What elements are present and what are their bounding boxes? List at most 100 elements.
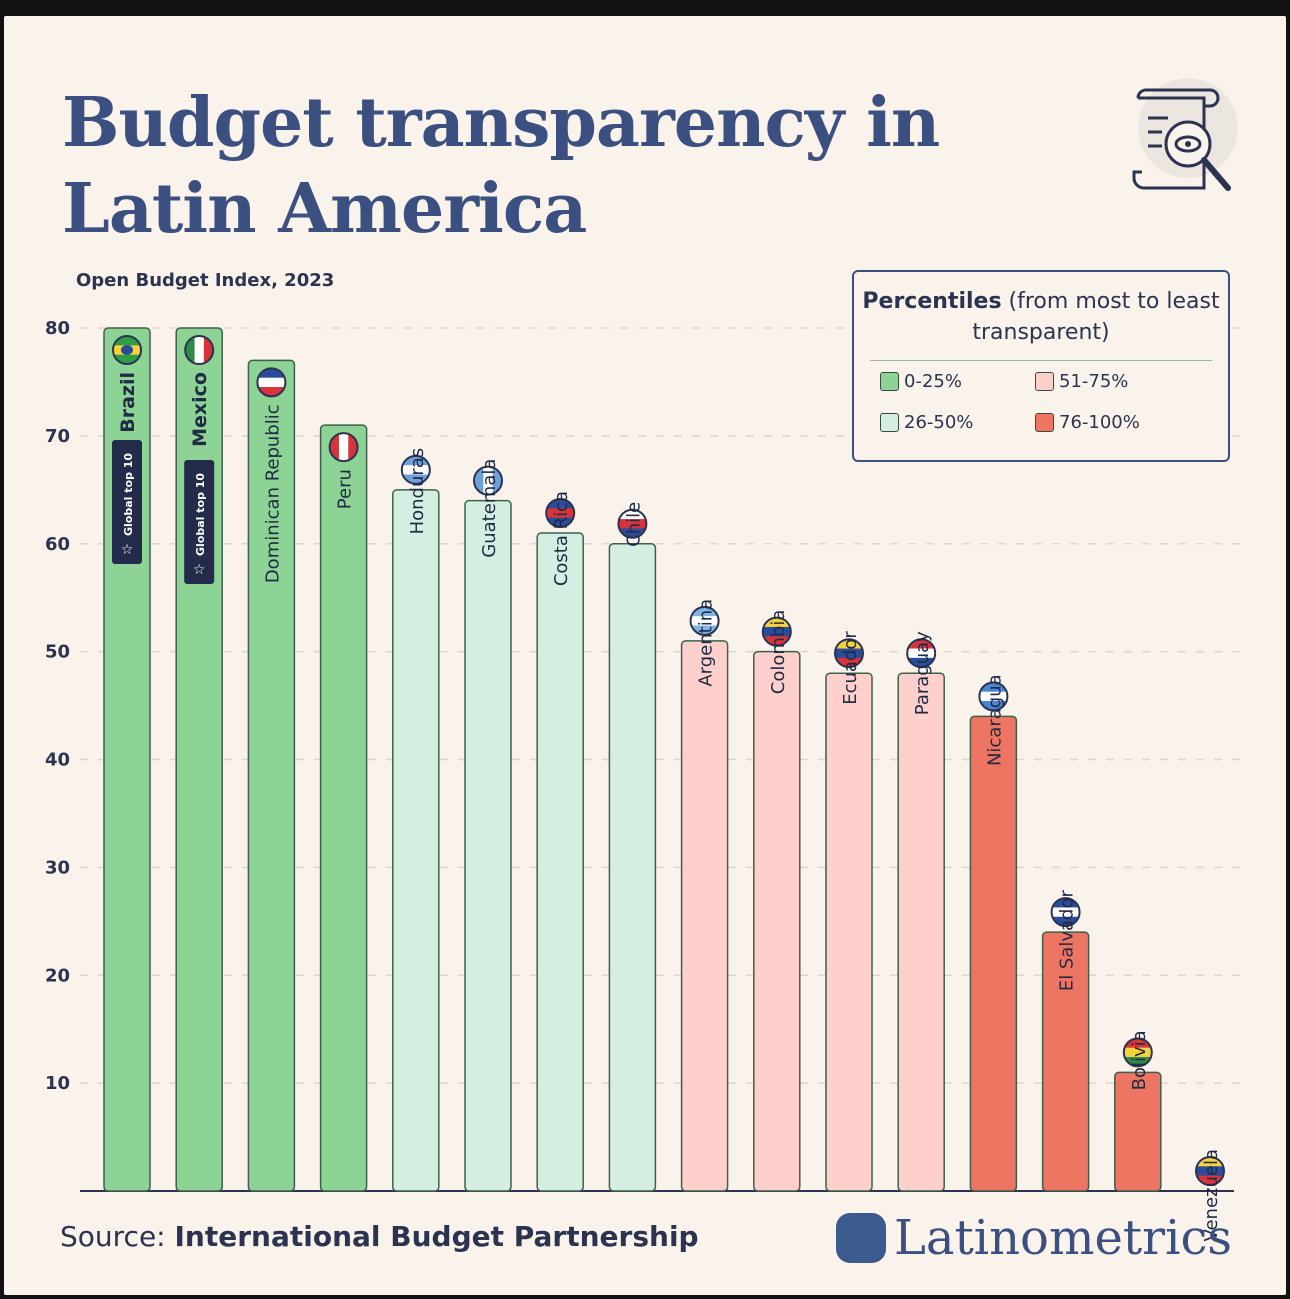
- flag-stripe: [257, 387, 286, 397]
- country-label: Brazil: [117, 372, 139, 433]
- flag-stripe: [1196, 1166, 1224, 1177]
- country-label: Venezuela: [1201, 1149, 1222, 1241]
- y-tick-label: 60: [45, 534, 70, 555]
- flag-stripe: [113, 354, 141, 364]
- country-label: Argentina: [696, 599, 717, 687]
- flag-icon: [617, 508, 648, 539]
- flag-stripe: [203, 336, 214, 364]
- flag-border: [1122, 1037, 1153, 1068]
- country-label: Ecuador: [840, 631, 861, 705]
- flag-icon: [184, 335, 215, 365]
- flag-stripe: [835, 639, 863, 650]
- flag-stripe: [618, 509, 647, 520]
- flag-border: [978, 681, 1009, 712]
- bar-honduras: [392, 489, 440, 1192]
- flag-stripe: [835, 648, 863, 659]
- flag-stripe: [546, 517, 575, 527]
- flag-stripe: [1051, 916, 1080, 927]
- bar-el-salvador: [1041, 931, 1090, 1192]
- bar-ecuador: [825, 672, 873, 1192]
- bar-chile: [608, 543, 657, 1192]
- flag-border: [1050, 897, 1081, 928]
- flag-border: [400, 454, 431, 485]
- flag-border: [761, 616, 792, 647]
- flag-stripe: [762, 617, 791, 628]
- flag-stripe: [762, 626, 791, 637]
- legend-item: 51-75%: [1035, 371, 1195, 392]
- flag-icon: [1195, 1156, 1225, 1186]
- source-label: Source:: [60, 1220, 166, 1253]
- chart-subtitle: Open Budget Index, 2023: [76, 270, 335, 291]
- y-tick-label: 30: [45, 857, 70, 878]
- badge-label: Global top 10: [122, 453, 135, 536]
- flag-stripe: [401, 455, 430, 466]
- country-label: Costa Rica: [551, 491, 572, 586]
- y-tick-label: 10: [45, 1073, 70, 1094]
- flag-border: [112, 335, 142, 365]
- bar-nicaragua: [969, 715, 1018, 1192]
- flag-icon: [761, 616, 792, 647]
- flag-icon: [978, 681, 1009, 712]
- legend-swatch: [1035, 413, 1054, 432]
- legend-item: 0-25%: [880, 371, 1035, 392]
- legend-divider: [870, 360, 1212, 361]
- flag-emblem: [121, 345, 133, 355]
- flag-icon: [112, 335, 142, 365]
- flag-stripe: [690, 606, 719, 617]
- flag-stripe: [546, 498, 575, 509]
- brand-logo: Latinometrics: [836, 1210, 1232, 1266]
- legend-title-rest: (from most to least transparent): [972, 289, 1220, 345]
- flag-stripe: [762, 636, 791, 646]
- star-icon: ☆: [121, 542, 134, 558]
- flag-border: [545, 497, 576, 528]
- flag-stripe: [194, 336, 205, 364]
- flag-border: [689, 605, 720, 636]
- source-value: International Budget Partnership: [174, 1220, 699, 1253]
- country-label: Bolivia: [1129, 1030, 1150, 1090]
- legend-swatch: [880, 372, 899, 391]
- flag-stripe: [690, 616, 719, 627]
- flag-border: [834, 638, 864, 669]
- legend-title: Percentiles (from most to least transpar…: [854, 286, 1228, 348]
- bar-argentina: [680, 640, 729, 1192]
- flag-stripe: [907, 648, 936, 659]
- y-tick-label: 80: [45, 318, 70, 339]
- country-label: Mexico: [189, 372, 211, 447]
- flag-icon: [1050, 897, 1081, 928]
- flag-border: [617, 508, 648, 539]
- y-tick-label: 50: [45, 642, 70, 663]
- country-label: Nicaragua: [984, 674, 1005, 766]
- flag-stripe: [618, 519, 647, 529]
- y-tick-label: 20: [45, 965, 70, 986]
- legend-swatch: [1035, 372, 1054, 391]
- flag-border: [473, 465, 503, 496]
- legend-item: 26-50%: [880, 412, 1035, 433]
- bar-costa-rica: [536, 532, 584, 1192]
- global-top-10-badge: [184, 460, 215, 584]
- flag-stripe: [690, 625, 719, 635]
- flag-stripe: [979, 682, 1008, 693]
- bar-peru: [319, 424, 368, 1192]
- flag-stripe: [907, 657, 936, 668]
- flag-stripe: [338, 433, 349, 462]
- flag-stripe: [618, 528, 647, 538]
- document-magnifier-icon: [1132, 78, 1238, 191]
- flag-icon: [328, 432, 359, 463]
- bar-mexico: [175, 327, 223, 1192]
- page-title: Budget transparency in Latin America: [62, 80, 940, 252]
- flag-icon: [473, 465, 503, 496]
- flag-stripe: [546, 508, 575, 519]
- country-label: Paraguay: [912, 631, 933, 715]
- flag-stripe: [483, 466, 494, 495]
- flag-stripe: [474, 466, 484, 495]
- flag-stripe: [1196, 1157, 1224, 1167]
- flag-icon: [1122, 1037, 1153, 1068]
- flag-border: [184, 335, 215, 365]
- country-label: Chile: [623, 502, 644, 547]
- y-tick-label: 70: [45, 426, 70, 447]
- country-label: Peru: [335, 469, 356, 509]
- country-label: Dominican Republic: [262, 404, 283, 583]
- legend-label: 0-25%: [904, 371, 962, 392]
- country-label: Guatemala: [479, 459, 500, 558]
- legend-swatch: [880, 413, 899, 432]
